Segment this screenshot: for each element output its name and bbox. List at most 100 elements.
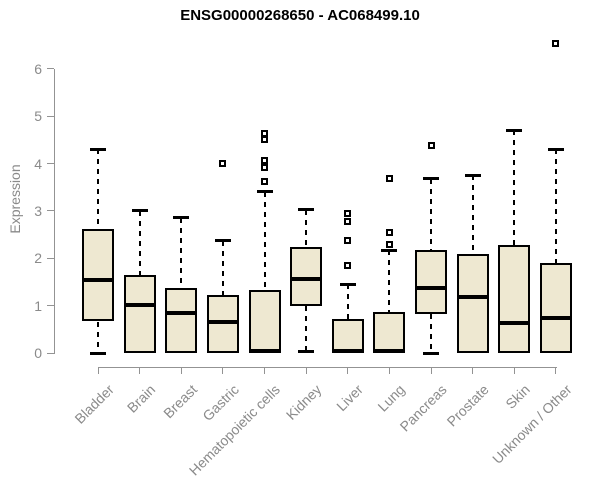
x-axis-tick [305,367,307,375]
box-pancreas [415,249,448,315]
x-tick-label: Kidney [283,381,325,423]
whisker-upper-cap-liver [339,282,356,286]
y-tick-label: 1 [34,297,42,314]
outlier-point-hematopoietic-cells [261,130,269,138]
whisker-upper-cap-unknown-other [547,147,564,151]
whisker-upper-gastric [221,240,224,295]
box-bladder [82,228,114,322]
y-axis-tick [46,115,54,117]
outlier-point-unknown-other [552,39,560,47]
whisker-upper-cap-bladder [90,147,106,151]
y-tick-label: 5 [34,108,42,125]
box-liver [331,319,364,354]
whisker-upper-cap-kidney [298,208,315,212]
whisker-upper-hematopoietic-cells [263,191,266,291]
outlier-point-lung [385,175,393,183]
box-brain [123,275,156,354]
outlier-point-hematopoietic-cells [261,156,269,164]
median-pancreas [415,286,448,291]
x-axis-tick [264,367,266,375]
whisker-upper-pancreas [430,178,433,250]
x-tick-label: Skin [502,381,533,412]
median-kidney [290,277,323,282]
outlier-point-liver [344,237,352,245]
y-tick-label: 4 [34,155,42,172]
x-axis-tick [388,367,390,375]
box-gastric [206,294,239,354]
whisker-upper-brain [138,210,141,275]
x-axis-tick [222,367,224,375]
whisker-upper-kidney [305,209,308,247]
median-liver [331,349,364,354]
whisker-lower-kidney [305,305,308,352]
whisker-upper-cap-gastric [214,239,231,243]
x-axis-tick [513,367,515,375]
whisker-lower-bladder [97,321,99,354]
x-tick-label: Prostate [443,381,492,430]
y-axis-tick [46,305,54,307]
y-axis-title: Expression [7,164,23,234]
y-tick-label: 0 [34,345,42,362]
whisker-upper-cap-breast [173,216,190,220]
median-gastric [206,319,239,324]
x-axis-tick [555,367,557,375]
outlier-point-gastric [219,160,227,167]
box-prostate [456,254,489,354]
x-axis-tick [430,367,432,375]
x-axis-line [98,367,557,369]
x-tick-label: Bladder [71,381,117,427]
box-kidney [290,246,323,306]
whisker-upper-unknown-other [554,149,557,264]
outlier-point-hematopoietic-cells [261,136,269,144]
x-tick-label: Lung [374,381,409,415]
y-tick-label: 2 [34,250,42,267]
outlier-point-liver [344,262,352,270]
y-axis-tick [46,210,54,212]
x-axis-tick [97,367,99,375]
whisker-lower-pancreas [430,314,433,354]
box-unknown-other [539,263,572,354]
median-lung [373,349,406,354]
x-axis-tick [347,367,349,375]
outlier-point-pancreas [427,141,435,149]
x-axis-tick [472,367,474,375]
whisker-upper-cap-brain [131,209,148,213]
outlier-point-lung [385,229,393,237]
whisker-upper-bladder [97,149,99,229]
box-breast [165,287,198,354]
x-tick-label: Brain [123,381,159,416]
median-unknown-other [539,315,572,320]
x-tick-label: Breast [159,381,200,422]
whisker-upper-prostate [471,175,474,255]
whisker-upper-cap-prostate [464,173,481,177]
whisker-lower-cap-pancreas [423,351,440,355]
box-skin [498,245,531,354]
y-axis-tick [46,163,54,164]
y-axis-line [54,68,55,355]
x-tick-label: Unknown / Other [489,381,575,467]
x-axis-tick [139,367,141,375]
median-brain [123,303,156,308]
x-axis-tick [180,367,182,375]
box-lung [373,312,406,354]
median-hematopoietic-cells [248,349,281,354]
outlier-point-liver [344,218,352,226]
y-tick-label: 6 [34,60,42,77]
y-axis-tick [46,257,54,259]
whisker-upper-cap-skin [506,128,523,132]
whisker-upper-cap-hematopoietic-cells [256,190,273,194]
chart-title: ENSG00000268650 - AC068499.10 [180,7,420,24]
x-tick-label: Liver [333,381,367,415]
box-hematopoietic-cells [248,290,281,354]
median-breast [165,311,198,316]
median-bladder [82,277,114,282]
y-tick-label: 3 [34,202,42,219]
whisker-upper-liver [346,284,349,320]
outlier-point-hematopoietic-cells [261,178,269,186]
median-skin [498,321,531,326]
whisker-lower-cap-bladder [90,351,106,355]
whisker-upper-lung [388,250,391,313]
outlier-point-lung [385,241,393,249]
whisker-upper-cap-lung [381,248,398,252]
